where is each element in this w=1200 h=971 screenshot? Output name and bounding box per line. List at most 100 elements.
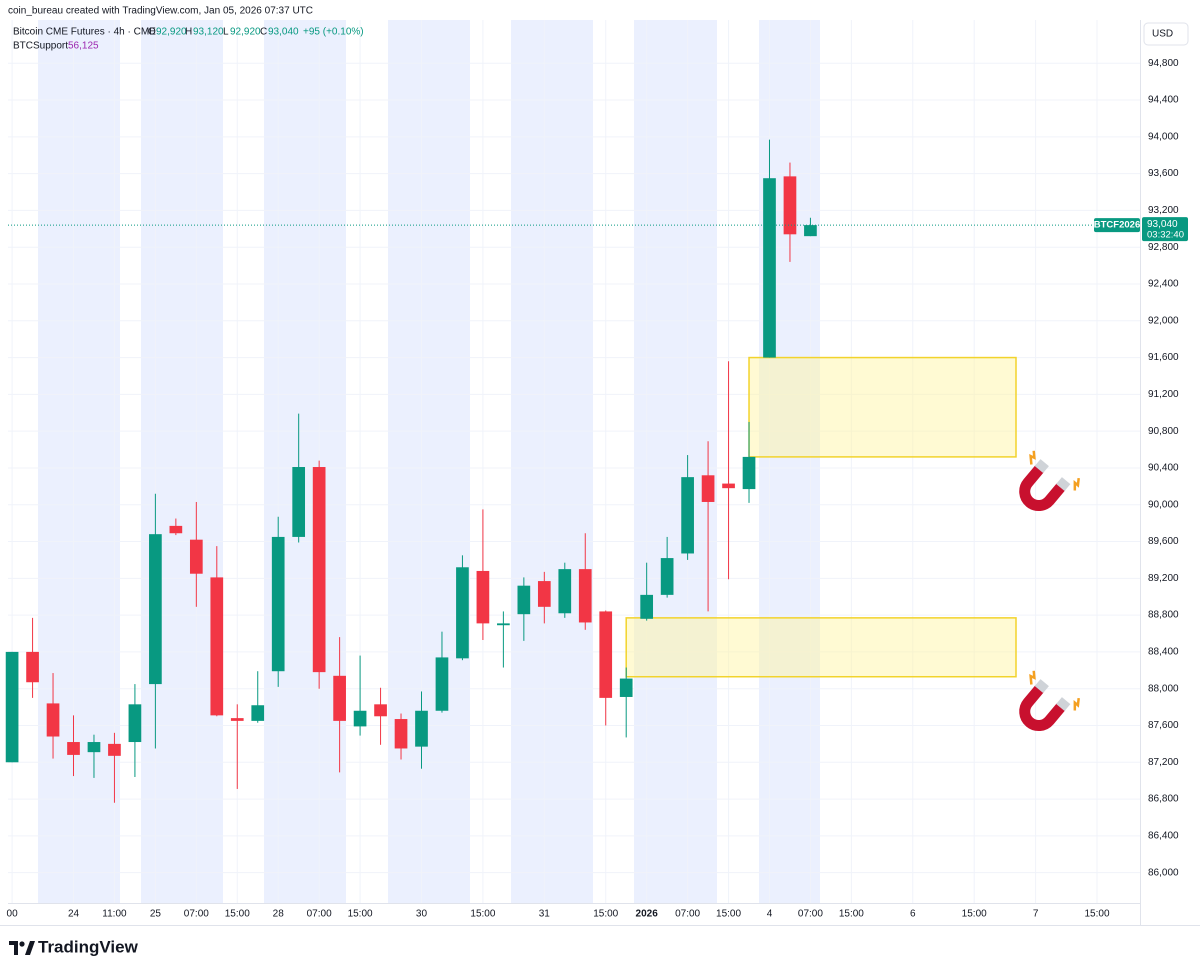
candle-body bbox=[497, 623, 510, 626]
candle-body bbox=[783, 176, 797, 235]
legend-value: 93,120 bbox=[193, 27, 224, 38]
x-tick-label: 07:00 bbox=[675, 909, 700, 920]
candle-body bbox=[46, 703, 60, 737]
y-tick-label: 89,200 bbox=[1148, 573, 1179, 584]
candle-body bbox=[599, 611, 613, 698]
x-tick-label: 15:00 bbox=[1084, 909, 1109, 920]
symbol-tag bbox=[1094, 218, 1140, 233]
x-tick-label: 6 bbox=[910, 909, 916, 920]
x-tick-label: 25 bbox=[150, 909, 162, 920]
x-tick-label: 2026 bbox=[636, 909, 659, 920]
currency[interactable]: USD bbox=[1152, 29, 1173, 40]
candle-body bbox=[189, 539, 203, 574]
y-tick-label: 88,800 bbox=[1148, 610, 1179, 621]
x-tick-label: 07:00 bbox=[798, 909, 823, 920]
symbol-tag-text: BTCF2026 bbox=[1094, 220, 1140, 231]
y-tick-label: 88,400 bbox=[1148, 647, 1179, 658]
candle-body bbox=[435, 657, 449, 711]
axes: 86,000 86,400 86,800 87,200 87,600 88,000 88,4… bbox=[7, 58, 1179, 920]
y-tick-label: 92,000 bbox=[1148, 315, 1179, 326]
y-tick-label: 88,000 bbox=[1148, 683, 1179, 694]
indicator-value: 56,125 bbox=[68, 41, 99, 52]
x-tick-label: 15:00 bbox=[348, 909, 373, 920]
legend-key: C bbox=[260, 27, 267, 38]
candle-body bbox=[108, 743, 121, 756]
candle-body bbox=[128, 704, 142, 743]
brand-logo bbox=[9, 941, 35, 955]
candle-body bbox=[517, 585, 531, 615]
session-band bbox=[511, 20, 593, 903]
candle-body bbox=[619, 678, 633, 697]
candle-body bbox=[701, 475, 715, 502]
session-band bbox=[141, 20, 223, 903]
price-tag-countdown: 03:32:40 bbox=[1147, 230, 1184, 241]
y-tick-label: 94,000 bbox=[1148, 131, 1179, 142]
y-tick-label: 93,200 bbox=[1148, 205, 1179, 216]
candle-body bbox=[722, 483, 735, 489]
price-tag bbox=[1142, 217, 1188, 242]
legend-value: 92,920 bbox=[230, 27, 261, 38]
candle-body bbox=[312, 467, 326, 673]
x-tick-label: 15:00 bbox=[839, 909, 864, 920]
x-tick-label: 00 bbox=[7, 909, 19, 920]
candle-body bbox=[87, 742, 101, 753]
y-tick-label: 91,200 bbox=[1148, 389, 1179, 400]
x-tick-label: 07:00 bbox=[307, 909, 332, 920]
currency-button[interactable] bbox=[1143, 22, 1189, 46]
session-band bbox=[264, 20, 346, 903]
y-tick-label: 93,600 bbox=[1148, 168, 1179, 179]
y-tick-label: 90,400 bbox=[1148, 463, 1179, 474]
candle-body bbox=[742, 456, 756, 490]
x-tick-label: 4 bbox=[767, 909, 773, 920]
candle-body bbox=[333, 675, 346, 721]
y-tick-label: 86,800 bbox=[1148, 794, 1179, 805]
magnet-icon bbox=[1019, 670, 1080, 732]
candle-body bbox=[415, 710, 428, 747]
magnet-icon bbox=[1019, 450, 1080, 512]
zone bbox=[625, 617, 1017, 678]
candle-body bbox=[26, 651, 39, 683]
legend-key: L bbox=[223, 27, 229, 38]
price-tag-value: 93,040 bbox=[1147, 219, 1178, 230]
candle-body bbox=[578, 569, 592, 623]
x-tick-label: 24 bbox=[68, 909, 80, 920]
candle-body bbox=[476, 570, 490, 624]
indicator-name: BTCSupport bbox=[13, 41, 68, 52]
legend-value: 93,040 bbox=[268, 27, 299, 38]
y-tick-label: 94,800 bbox=[1148, 58, 1179, 69]
candle-body bbox=[537, 581, 551, 607]
y-tick-label: 92,400 bbox=[1148, 279, 1179, 290]
candle-body bbox=[5, 651, 19, 763]
x-tick-label: 28 bbox=[273, 909, 285, 920]
legend-symbol: Bitcoin CME Futures · 4h · CME bbox=[13, 27, 156, 38]
candle-body bbox=[763, 178, 776, 358]
y-tick-label: 87,200 bbox=[1148, 757, 1179, 768]
candle-body bbox=[660, 558, 674, 595]
session-band bbox=[38, 20, 120, 903]
candle-body bbox=[640, 594, 654, 619]
y-tick-label: 89,600 bbox=[1148, 536, 1179, 547]
y-tick-label: 87,600 bbox=[1148, 720, 1179, 731]
candle-body bbox=[394, 719, 408, 749]
candle-body bbox=[230, 718, 244, 721]
session-band bbox=[634, 20, 717, 903]
candle-body bbox=[558, 569, 572, 614]
x-tick-label: 11:00 bbox=[102, 909, 127, 920]
zone bbox=[748, 356, 1017, 458]
candle-body bbox=[456, 567, 469, 659]
candle-body bbox=[681, 477, 694, 554]
x-tick-label: 7 bbox=[1033, 909, 1039, 920]
candle-body bbox=[251, 705, 265, 721]
credit: coin_bureau created with TradingView.com… bbox=[8, 6, 313, 17]
candle-body bbox=[67, 742, 80, 755]
legend-value: 92,920 bbox=[156, 27, 187, 38]
x-tick-label: 31 bbox=[539, 909, 551, 920]
zones bbox=[625, 356, 1017, 678]
candle-body bbox=[210, 577, 224, 716]
candle-body bbox=[169, 525, 183, 534]
candle-body bbox=[292, 467, 306, 537]
y-tick-label: 94,400 bbox=[1148, 95, 1179, 106]
y-tick-label: 86,400 bbox=[1148, 830, 1179, 841]
legend-key: O bbox=[148, 27, 156, 38]
